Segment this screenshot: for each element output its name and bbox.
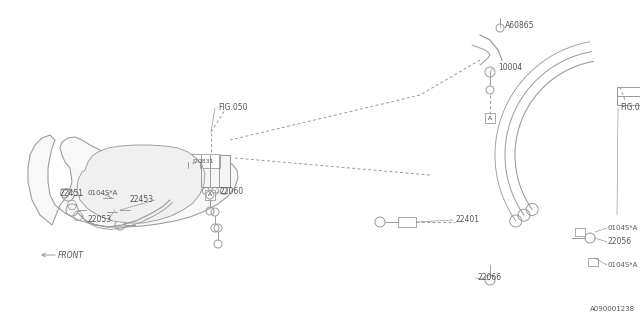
Text: A: A	[208, 193, 212, 197]
Bar	[188, 154, 220, 168]
Text: 22053: 22053	[88, 215, 112, 225]
Bar	[617, 87, 640, 105]
Text: 22056: 22056	[608, 237, 632, 246]
Text: 22453: 22453	[130, 196, 154, 204]
Polygon shape	[28, 135, 238, 227]
Bar	[485, 113, 495, 123]
Text: 22451: 22451	[60, 188, 84, 197]
Text: 0104S*A: 0104S*A	[608, 225, 638, 231]
Text: 22401: 22401	[455, 215, 479, 225]
Text: FIG.050: FIG.050	[620, 103, 640, 113]
Bar	[107, 208, 117, 216]
Text: FIG.050: FIG.050	[218, 103, 248, 113]
Text: A: A	[488, 116, 492, 121]
Bar	[205, 190, 215, 200]
Text: 22066: 22066	[478, 274, 502, 283]
Text: A090001238: A090001238	[590, 306, 635, 312]
Bar	[588, 258, 598, 266]
Text: A60865: A60865	[505, 20, 534, 29]
Bar	[103, 194, 113, 202]
Text: 0104S*A: 0104S*A	[608, 262, 638, 268]
Text: J20831: J20831	[192, 159, 214, 164]
Bar	[575, 228, 585, 236]
Text: 10004: 10004	[498, 63, 522, 73]
Text: FRONT: FRONT	[58, 251, 84, 260]
Text: 0104S*A: 0104S*A	[88, 190, 118, 196]
Bar	[192, 155, 230, 187]
Bar	[398, 217, 416, 227]
Polygon shape	[77, 145, 205, 223]
Text: 22060: 22060	[220, 188, 244, 196]
